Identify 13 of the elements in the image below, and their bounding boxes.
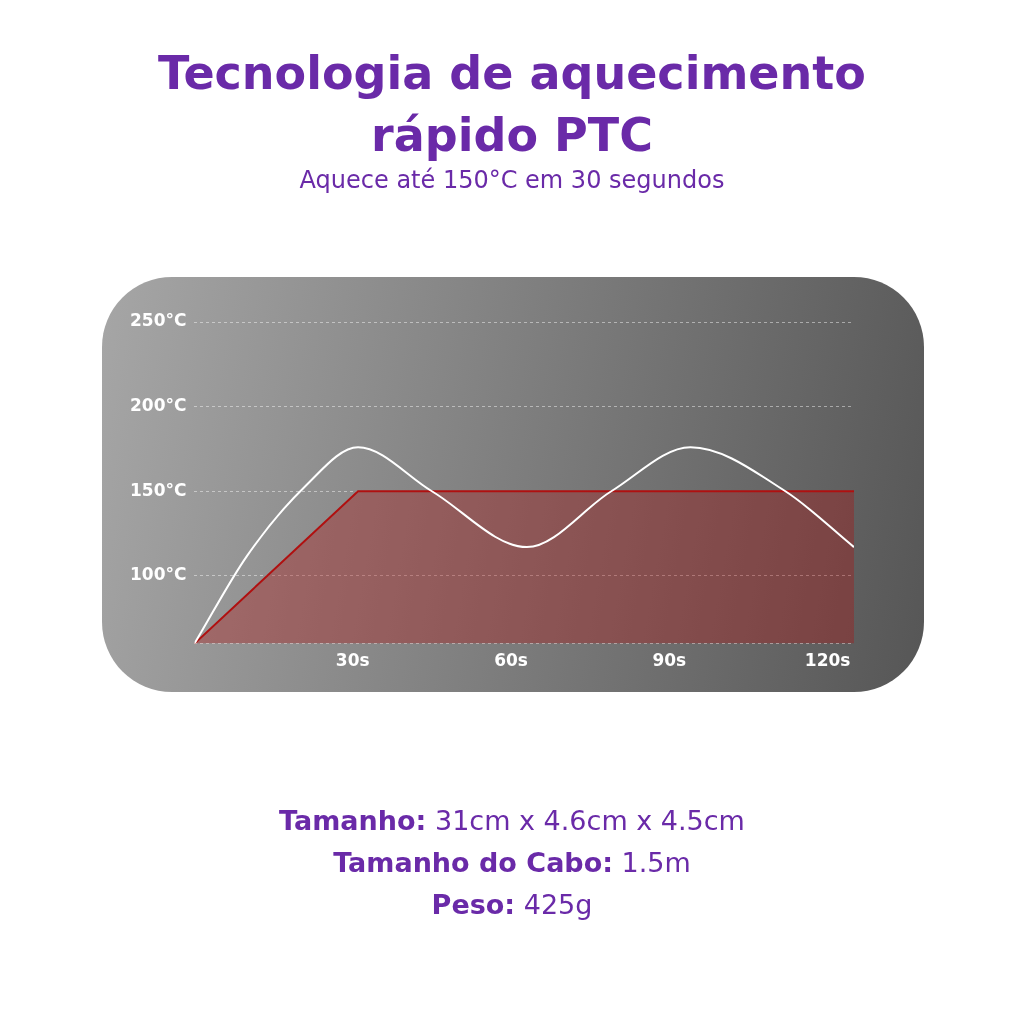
x-tick-label: 120s [804, 650, 851, 671]
y-tick-label: 150°C [129, 479, 187, 500]
text: Peso: 425g [430, 888, 594, 922]
chart-title: Tecnologia de aquecimento rápido PTC [157, 45, 867, 164]
y-tick-label: 200°C [129, 395, 187, 416]
chart-subtitle: Aquece até 150°C em 30 segundos [298, 166, 726, 194]
text: Tamanho do Cabo: 1.5m [332, 846, 692, 880]
x-tick-label: 90s [652, 650, 687, 671]
x-tick-label: 30s [335, 650, 370, 671]
y-tick-label: 100°C [129, 564, 187, 585]
text: Tamanho: 31cm x 4.6cm x 4.5cm [278, 804, 746, 838]
y-tick-label: 250°C [129, 310, 187, 331]
x-tick-label: 60s [494, 650, 528, 671]
